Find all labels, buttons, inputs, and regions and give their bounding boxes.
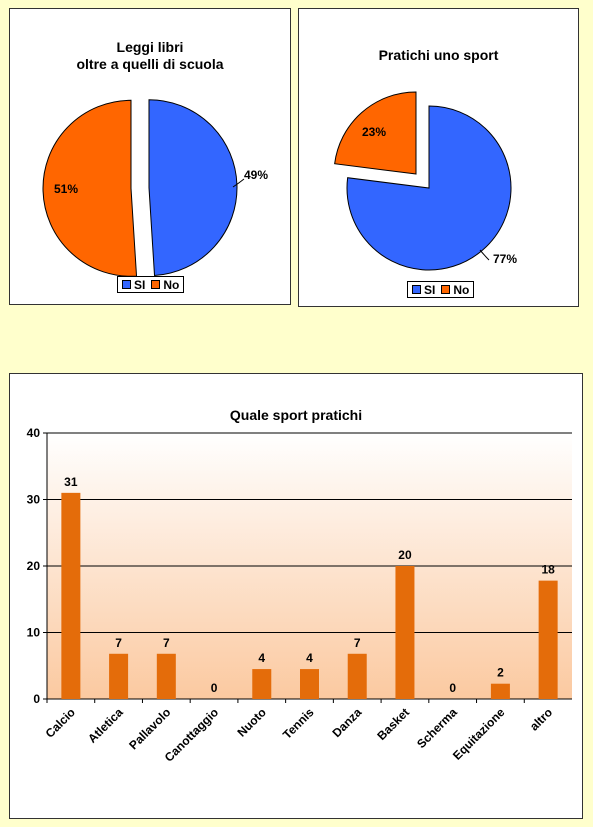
y-tick-label: 40 [27, 426, 41, 440]
sport-legend-si-label: SI [424, 282, 436, 297]
y-tick-label: 10 [27, 626, 41, 640]
sport-legend-no: No [441, 283, 469, 297]
x-tick-label-danza: Danza [329, 705, 364, 740]
x-tick-label-tennis: Tennis [280, 705, 317, 742]
books-slice-label-si: 49% [244, 168, 268, 182]
bar-tennis [300, 669, 319, 699]
data-label-pallavolo: 7 [163, 636, 170, 650]
books-leader-line [232, 178, 245, 188]
x-tick-label-pallavolo: Pallavolo [126, 705, 173, 752]
data-label-tennis: 4 [306, 651, 313, 665]
sport-chart-panel: Pratichi uno sport 77% 23% SI No [298, 8, 579, 307]
books-legend-no-swatch [151, 280, 161, 289]
books-chart-panel: Leggi libri oltre a quelli di scuola 49%… [9, 8, 291, 305]
y-tick-label: 0 [33, 692, 40, 706]
books-legend-no-label: No [163, 277, 180, 292]
books-legend: SI No [117, 276, 185, 293]
bar-calcio [61, 492, 81, 699]
books-chart-title: Leggi libri oltre a quelli di scuola [10, 39, 290, 73]
x-tick-label-atletica: Atletica [85, 705, 126, 746]
data-label-danza: 7 [354, 636, 361, 650]
data-label-canottaggio: 0 [211, 681, 218, 695]
sport-legend-si: SI [412, 283, 435, 297]
books-title-line2: oltre a quelli di scuola [76, 56, 224, 72]
books-slice-si [148, 99, 238, 277]
data-label-altro: 18 [541, 563, 555, 577]
which-sport-bar-svg: 01020304031Calcio7Atletica7Pallavolo0Can… [27, 426, 572, 765]
books-legend-si-label: SI [134, 277, 146, 292]
sport-legend-no-label: No [453, 282, 470, 297]
sport-slice-label-no: 23% [362, 125, 386, 139]
y-tick-label: 30 [27, 493, 41, 507]
x-tick-label-altro: altro [527, 705, 555, 733]
data-label-nuoto: 4 [258, 651, 265, 665]
which-sport-chart-panel: Quale sport pratichi 0 10 20 30 40 31 Calcio 7 A… [9, 373, 583, 819]
sport-legend-si-swatch [412, 285, 421, 294]
bar-altro [538, 580, 558, 699]
bar-danza [347, 653, 367, 699]
bar-atletica [109, 653, 129, 699]
books-legend-si: SI [122, 278, 145, 292]
data-label-equitazione: 2 [497, 666, 504, 680]
books-title-line1: Leggi libri [116, 39, 184, 55]
books-pie-svg: 49% 51% [42, 99, 268, 277]
bar-equitazione [490, 683, 510, 699]
data-label-scherma: 0 [449, 681, 456, 695]
bar-pallavolo [156, 653, 176, 699]
sport-pie-svg: 77% 23% [334, 91, 517, 271]
bar-basket [395, 566, 415, 699]
books-legend-si-swatch [122, 280, 131, 289]
x-tick-label-basket: Basket [374, 705, 412, 743]
sport-legend: SI No [407, 281, 475, 298]
sport-leader-line [479, 249, 490, 261]
which-sport-chart-title: Quale sport pratichi [229, 407, 363, 423]
sport-legend-no-swatch [441, 285, 451, 294]
books-slice-label-no: 51% [54, 182, 78, 196]
data-label-atletica: 7 [115, 636, 122, 650]
y-tick-label: 20 [27, 559, 41, 573]
x-tick-label-equitazione: Equitazione [450, 705, 508, 763]
data-label-calcio: 31 [64, 475, 78, 489]
data-label-basket: 20 [398, 548, 412, 562]
bar-nuoto [252, 669, 272, 699]
x-tick-label-calcio: Calcio [43, 705, 78, 740]
x-tick-label-scherma: Scherma [414, 705, 460, 751]
x-tick-label-nuoto: Nuoto [234, 705, 268, 739]
books-legend-no: No [151, 278, 179, 292]
sport-slice-si [346, 105, 512, 271]
books-slice-no [42, 99, 138, 277]
sport-slice-label-si: 77% [493, 252, 517, 266]
sport-chart-title: Pratichi uno sport [378, 47, 499, 63]
sport-slice-no [334, 91, 417, 175]
